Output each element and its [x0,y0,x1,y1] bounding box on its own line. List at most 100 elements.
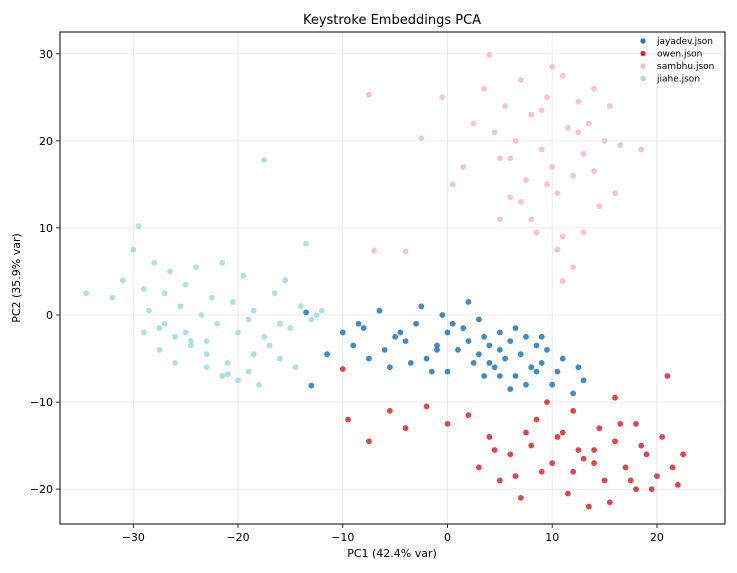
data-point [559,429,566,436]
data-point [544,181,550,188]
y-tick-label: 20 [39,135,53,148]
data-point [465,412,472,419]
data-point [167,268,173,275]
data-point [151,259,158,266]
data-point [659,434,666,440]
data-point [549,381,556,388]
data-point [544,94,550,101]
legend: jayadev.json owen.json sambhu.json jiahe.js… [640,37,714,85]
data-point [423,403,430,410]
data-point [633,486,639,493]
data-point [528,216,535,223]
data-point [188,338,194,345]
data-point [83,290,90,297]
data-point [261,333,268,340]
data-point [402,248,409,255]
data-point [523,381,529,388]
data-point [481,85,488,92]
data-point [413,320,419,327]
data-point [418,303,425,310]
data-point [219,259,226,266]
data-point [517,198,524,205]
data-point [214,320,220,327]
data-point [277,320,283,327]
data-point [507,155,514,162]
data-point [612,438,618,445]
legend-label: sambhu.json [657,62,714,72]
x-tick-label: 10 [545,531,559,544]
data-point [156,325,163,331]
x-tick-label: 0 [444,531,451,544]
data-point [533,229,540,236]
data-point [496,216,503,223]
data-point [559,278,566,284]
grid [60,32,725,524]
data-point [339,329,346,336]
series-jayadev [303,299,587,397]
data-point [161,320,168,327]
data-point [475,316,482,323]
data-point [439,312,446,318]
data-point [277,355,283,362]
data-point [559,355,566,362]
data-point [449,320,456,327]
data-point [297,303,304,310]
data-point [559,233,566,240]
data-point [177,303,184,310]
data-point [313,312,320,318]
data-point [496,329,503,336]
data-point [549,63,556,70]
data-point [674,481,681,488]
data-point [360,325,367,331]
data-point [203,364,210,371]
data-point [507,338,514,345]
x-tick-label: −20 [226,531,249,544]
y-tick-label: −10 [30,396,53,409]
data-point [638,146,645,153]
data-point [460,164,467,170]
series-sambhu [366,51,645,284]
data-point [523,333,529,340]
data-point [245,316,252,323]
data-point [146,307,152,314]
data-point [617,142,624,149]
data-point [444,368,451,375]
data-point [507,386,514,392]
data-point [502,355,508,362]
data-point [528,442,535,449]
data-point [156,346,163,353]
data-point [512,473,519,480]
data-point [397,329,404,336]
data-point [549,460,556,466]
data-point [596,203,603,210]
data-point [617,420,624,427]
data-point [575,364,582,371]
x-axis-ticks: −30 −20 −10 0 10 20 [122,524,664,544]
data-point [392,333,399,340]
y-tick-label: 0 [46,309,53,322]
data-point [580,151,587,157]
data-point [475,351,482,358]
data-point [224,371,231,378]
data-point [638,442,645,449]
data-point [606,499,613,506]
data-point [580,229,587,236]
data-point [428,368,435,375]
data-point [538,468,545,475]
data-point [470,120,477,127]
data-point [470,360,477,366]
data-point [570,390,577,397]
data-point [528,111,535,118]
data-point [481,333,488,340]
data-point [418,135,425,142]
legend-marker [640,38,646,44]
data-point [559,72,566,79]
data-point [366,91,372,98]
legend-label: jayadev.json [656,37,713,47]
data-point [460,325,467,331]
data-point [643,451,650,458]
data-point [161,290,168,297]
data-point [256,381,262,388]
data-point [376,307,383,314]
